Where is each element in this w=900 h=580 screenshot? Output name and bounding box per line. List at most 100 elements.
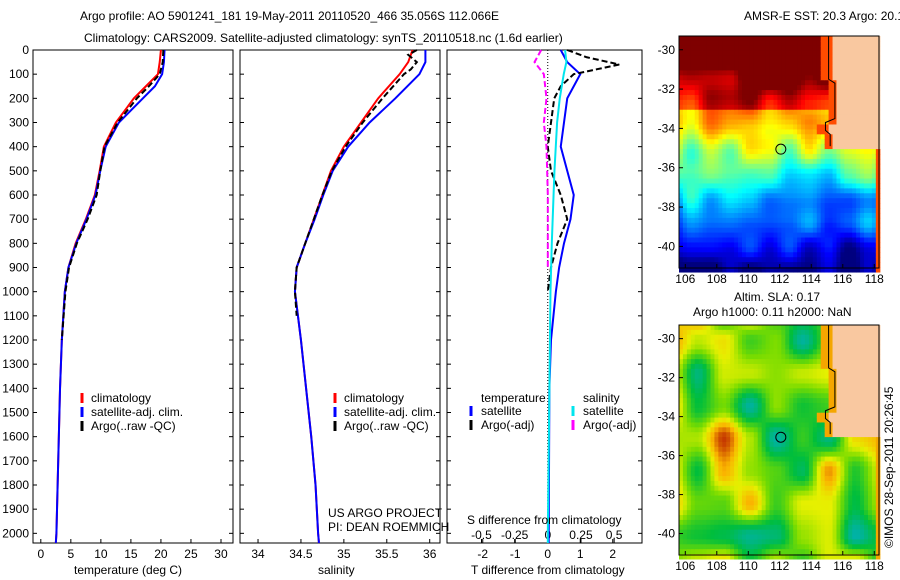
sst-map-cell (820, 252, 826, 258)
legend-label: Argo(-adj) (583, 418, 636, 432)
sla-map-cell (757, 393, 763, 399)
sla-map-cell (694, 490, 700, 497)
sst-map-cell (820, 124, 826, 130)
sst-map-cell (832, 178, 838, 185)
sla-map-cell (694, 515, 700, 521)
sla-map-cell (730, 554, 735, 560)
sla-map-cell (679, 480, 684, 487)
sst-map-xtick-label: 106 (675, 272, 695, 286)
sla-map-cell (745, 490, 751, 497)
sst-map-cell (820, 203, 826, 209)
sla-map-cell (781, 368, 786, 375)
sla-map-cell (702, 325, 708, 331)
sla-map-cell (722, 359, 727, 365)
sst-map-cell (844, 124, 849, 130)
sst-map-cell (808, 119, 814, 126)
sst-map-cell (730, 153, 735, 160)
sst-map-cell (820, 65, 826, 72)
sla-map-cell (765, 490, 771, 497)
sla-map-cell (741, 524, 747, 531)
sla-map-cell (820, 485, 826, 492)
sla-map-cell (852, 334, 857, 341)
sla-map-cell (722, 485, 727, 492)
sst-map-cell (856, 124, 861, 130)
sla-map-cell (769, 480, 775, 487)
sla-map-cell (804, 461, 810, 467)
sst-map-cell (694, 139, 700, 145)
sla-map-cell (698, 461, 704, 467)
sst-map-cell (738, 149, 743, 155)
sst-map-cell (702, 208, 708, 214)
sst-map-cell (844, 252, 849, 258)
sla-map-cell (702, 529, 708, 536)
sla-map-cell (840, 422, 845, 428)
sst-map-cell (745, 85, 751, 91)
sst-map-cell (864, 65, 869, 72)
sst-map-cell (679, 212, 684, 219)
sla-map-cell (679, 456, 684, 463)
sst-map-cell (875, 183, 881, 189)
sst-map-cell (789, 144, 794, 150)
sla-map-cell (769, 466, 775, 472)
sla-map-cell (765, 485, 771, 492)
sst-map-cell (757, 60, 763, 67)
sla-map-cell (710, 437, 716, 443)
sst-map-cell (797, 94, 802, 101)
sla-map-cell (797, 402, 802, 409)
sla-map-cell (682, 505, 688, 511)
sst-map-cell (801, 80, 806, 86)
sst-map-cell (741, 40, 747, 47)
sst-map-cell (702, 242, 708, 248)
sla-map-cell (777, 500, 782, 506)
sst-map-cell (789, 45, 794, 52)
sst-map-cell (789, 40, 794, 47)
sla-map-cell (816, 441, 822, 448)
sla-map-cell (812, 368, 818, 375)
sla-map-cell (686, 427, 692, 433)
sla-map-cell (714, 339, 719, 346)
sst-map-cell (793, 242, 798, 248)
sst-map-cell (840, 80, 845, 86)
sst-map-cell (804, 247, 810, 253)
sst-map-cell (769, 227, 775, 234)
sla-map-cell (682, 534, 688, 541)
sla-map-cell (801, 461, 806, 467)
sla-map-cell (828, 363, 834, 370)
sla-map-cell (702, 354, 708, 360)
sla-map-cell (844, 529, 849, 536)
sst-map-cell (698, 222, 704, 229)
sla-map-cell (777, 388, 782, 394)
sla-map-cell (840, 388, 845, 394)
sst-map-cell (714, 114, 719, 121)
sst-map-cell (875, 45, 881, 52)
difference-xtick-label: -1 (510, 547, 521, 561)
sla-map-cell (860, 432, 865, 438)
sst-map-cell (860, 90, 865, 96)
sst-map-cell (820, 168, 826, 175)
sst-map-cell (812, 252, 818, 258)
sst-map-cell (745, 139, 751, 145)
sla-map-cell (820, 519, 826, 526)
sla-map-cell (808, 402, 814, 409)
sst-map-cell (852, 267, 857, 273)
sla-map-cell (734, 427, 739, 433)
sst-map-cell (864, 262, 869, 268)
sst-map-cell (832, 262, 838, 268)
sla-map-cell (836, 519, 842, 526)
sla-map-cell (753, 490, 759, 497)
sst-map-cell (749, 198, 755, 204)
sst-map-cell (718, 237, 723, 244)
sst-map-cell (682, 60, 688, 67)
sla-map-cell (820, 388, 826, 394)
sst-map-cell (789, 75, 794, 81)
sla-map-cell (812, 427, 818, 433)
sst-map-cell (789, 153, 794, 160)
sst-map-cell (820, 104, 826, 111)
sla-map-cell (738, 412, 743, 419)
sst-map-cell (781, 188, 786, 194)
sla-map-cell (801, 368, 806, 375)
sst-map-cell (753, 40, 759, 47)
sla-map-cell (812, 432, 818, 438)
sst-map-cell (864, 45, 869, 52)
sla-map-cell (769, 515, 775, 521)
